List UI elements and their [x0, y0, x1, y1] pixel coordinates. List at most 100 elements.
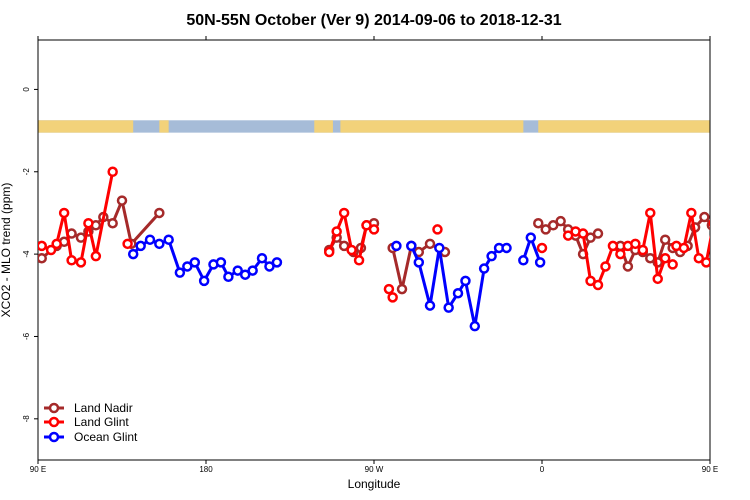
- data-point-ocean-glint: [740, 236, 748, 244]
- legend-marker-ocean-glint: [48, 431, 60, 443]
- data-point-land-nadir: [116, 195, 128, 206]
- data-point-land-glint: [667, 259, 678, 270]
- data-point-land-nadir: [699, 211, 710, 223]
- data-point-land-glint: [652, 273, 663, 285]
- data-point-ocean-glint: [215, 257, 227, 268]
- data-point-land-glint: [686, 207, 697, 219]
- legend-item-ocean-glint: Ocean Glint: [44, 430, 138, 444]
- data-point-land-nadir: [533, 217, 544, 229]
- data-point-land-glint: [536, 242, 548, 254]
- data-point-ocean-glint: [424, 300, 436, 311]
- map-strip-land-band: [159, 120, 169, 133]
- data-point-ocean-glint: [452, 287, 464, 299]
- data-point-land-glint: [585, 275, 596, 287]
- series-line-land-nadir: [618, 215, 710, 268]
- data-point-land-glint: [717, 252, 725, 260]
- y-tick-label: -8: [22, 415, 31, 423]
- data-point-land-glint: [353, 255, 365, 266]
- data-point-ocean-glint: [239, 269, 251, 280]
- data-point-ocean-glint: [534, 257, 546, 268]
- data-point-land-glint: [615, 248, 626, 260]
- data-point-ocean-glint: [486, 250, 497, 262]
- data-point-land-glint: [678, 242, 690, 254]
- data-point-land-nadir: [396, 283, 408, 295]
- data-point-land-nadir: [592, 228, 604, 239]
- y-tick-label: -6: [22, 332, 31, 340]
- legend-marker-land-glint: [48, 416, 60, 428]
- x-tick-label: 90 E: [702, 465, 718, 474]
- data-point-land-nadir: [338, 240, 350, 252]
- data-point-ocean-glint: [264, 261, 275, 272]
- data-point-ocean-glint: [198, 275, 210, 287]
- data-point-ocean-glint: [223, 271, 234, 283]
- x-axis: 90 E 180 90 W 0 90 E: [30, 36, 718, 474]
- data-point-land-glint: [701, 257, 710, 268]
- data-point-land-glint: [432, 224, 443, 235]
- data-point-land-glint: [387, 292, 398, 303]
- data-point-ocean-glint: [163, 234, 174, 245]
- data-point-land-nadir: [107, 217, 118, 229]
- data-point-ocean-glint: [469, 320, 481, 332]
- map-strip-land: [38, 120, 710, 133]
- data-point-ocean-glint: [460, 275, 471, 287]
- data-point-ocean-glint: [434, 242, 445, 254]
- data-point-ocean-glint: [501, 242, 512, 254]
- series-line-ocean-glint: [729, 240, 750, 273]
- data-point-ocean-glint: [271, 257, 283, 268]
- legend-item-land-nadir: Land Nadir: [44, 401, 133, 415]
- data-point-land-glint: [693, 252, 705, 264]
- data-point-land-nadir: [424, 238, 436, 250]
- y-tick-label: 0: [22, 87, 31, 92]
- data-point-ocean-glint: [725, 250, 733, 258]
- data-point-land-glint: [38, 240, 47, 252]
- data-point-land-glint: [58, 207, 70, 219]
- map-strip: [38, 120, 710, 133]
- data-point-land-glint: [592, 279, 604, 291]
- x-tick-label: 90 E: [30, 465, 46, 474]
- data-point-ocean-glint: [391, 240, 402, 252]
- map-strip-land-band: [38, 120, 134, 133]
- data-point-land-glint: [83, 217, 94, 229]
- legend: Land Nadir Land Glint Ocean Glint: [44, 401, 138, 444]
- y-tick-label: -4: [22, 250, 31, 258]
- data-point-ocean-glint: [127, 248, 139, 260]
- data-point-ocean-glint: [232, 265, 243, 276]
- map-strip-land-band: [314, 120, 333, 133]
- data-point-ocean-glint: [144, 234, 156, 245]
- data-point-ocean-glint: [182, 261, 193, 272]
- data-point-ocean-glint: [525, 232, 537, 243]
- data-point-ocean-glint: [413, 257, 425, 268]
- data-point-ocean-glint: [406, 240, 417, 252]
- data-point-land-glint: [361, 220, 372, 231]
- data-point-ocean-glint: [443, 302, 454, 313]
- data-point-ocean-glint: [174, 267, 186, 278]
- legend-marker-land-nadir: [48, 402, 60, 414]
- map-strip-land-band: [538, 120, 710, 133]
- data-point-land-glint: [338, 207, 350, 219]
- data-point-land-glint: [645, 207, 656, 219]
- legend-label-land-glint: Land Glint: [74, 415, 129, 429]
- data-point-land-nadir: [540, 224, 551, 235]
- data-point-land-glint: [659, 252, 671, 264]
- data-point-land-glint: [331, 226, 342, 237]
- x-tick-label: 180: [199, 465, 213, 474]
- legend-label-ocean-glint: Ocean Glint: [74, 430, 138, 444]
- data-point-land-nadir: [38, 252, 47, 264]
- data-point-land-glint: [600, 261, 611, 272]
- data-point-land-glint: [577, 228, 589, 239]
- data-point-land-glint: [630, 238, 641, 250]
- data-point-land-nadir: [725, 242, 733, 250]
- data-point-land-glint: [637, 244, 649, 256]
- series-layer: [38, 166, 750, 332]
- data-point-land-glint: [732, 168, 740, 176]
- data-point-land-glint: [90, 250, 102, 262]
- data-point-ocean-glint: [247, 265, 258, 276]
- data-point-land-glint: [51, 238, 62, 250]
- data-point-land-glint: [607, 240, 619, 252]
- legend-item-land-glint: Land Glint: [44, 415, 129, 429]
- y-tick-label: -2: [22, 168, 31, 176]
- data-point-land-nadir: [585, 232, 596, 243]
- series-land-glint: [38, 166, 740, 303]
- data-point-land-nadir: [547, 220, 559, 231]
- data-point-land-glint: [346, 244, 357, 256]
